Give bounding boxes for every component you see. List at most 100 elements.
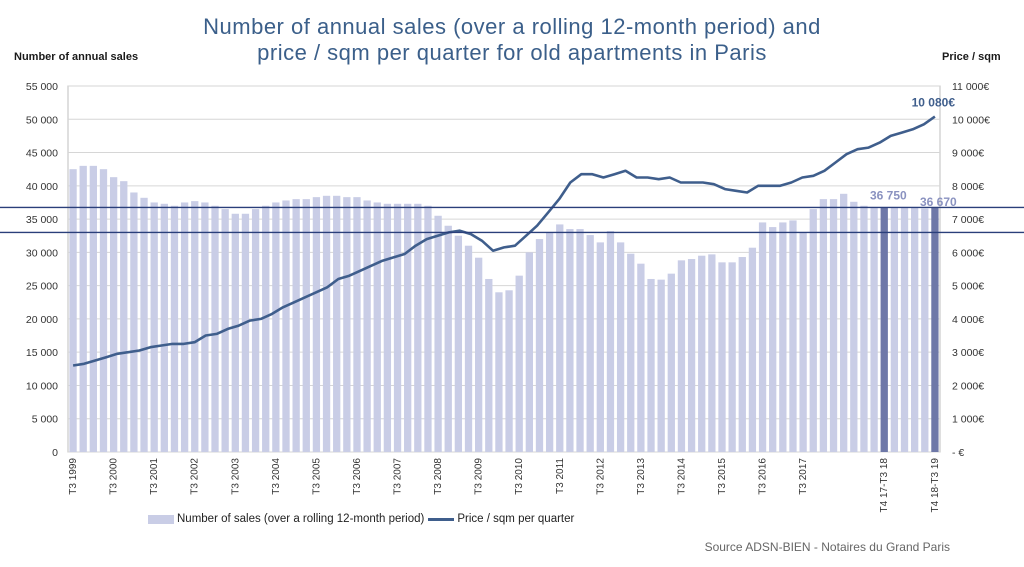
bar	[251, 209, 260, 452]
x-tick-label: T3 2009	[474, 458, 485, 495]
bar	[89, 165, 97, 452]
bar	[809, 209, 817, 452]
y-tick-label-right: - €	[952, 447, 964, 459]
legend-label-price: Price / sqm per quarter	[457, 513, 575, 525]
x-tick-label: T3 2000	[109, 458, 120, 495]
bar	[596, 242, 604, 452]
x-tick-label: T3 2002	[190, 458, 201, 495]
bar	[708, 254, 716, 452]
y-tick-label-left: 50 000	[26, 114, 58, 126]
legend-line-swatch	[428, 517, 455, 521]
y-axis-left-title: Number of annual sales	[14, 51, 139, 63]
bar	[576, 229, 584, 452]
y-tick-label-left: 40 000	[26, 181, 58, 193]
y-tick-label-right: 1 000€	[952, 414, 984, 426]
bar	[109, 177, 118, 452]
bar	[191, 201, 199, 452]
y-tick-label-right: 5 000€	[952, 281, 984, 293]
bar	[728, 262, 736, 452]
x-tick-label: T3 2005	[311, 458, 322, 495]
bar	[363, 200, 371, 452]
x-tick-label: T4 18-T3 19	[930, 458, 941, 513]
chart-title-line-1: Number of annual sales (over a rolling 1…	[203, 14, 821, 39]
bar	[180, 202, 189, 452]
y-axis-right-title: Price / sqm	[942, 51, 1001, 63]
bar	[99, 169, 108, 452]
bar	[414, 203, 422, 452]
x-tick-label: T3 2008	[433, 458, 444, 495]
bar	[262, 205, 270, 452]
chart-title-line-2: price / sqm per quarter for old apartmen…	[257, 40, 767, 65]
x-tick-label: T3 2006	[352, 458, 363, 495]
data-label-sales-2018: 36 750	[870, 188, 907, 202]
bar	[211, 205, 219, 452]
bar	[525, 252, 533, 452]
bar	[606, 231, 615, 452]
highlight-bar	[880, 207, 888, 452]
bar	[322, 195, 331, 453]
y-tick-label-left: 15 000	[26, 347, 58, 359]
bar	[698, 255, 706, 452]
legend-bar-swatch	[148, 514, 174, 524]
bar	[829, 199, 838, 452]
bar	[657, 279, 665, 452]
bar	[485, 278, 493, 452]
bar	[130, 192, 138, 453]
bar	[819, 199, 828, 452]
x-tick-label: T3 2017	[798, 458, 809, 495]
bar	[758, 222, 767, 452]
y-tick-label-right: 8 000€	[952, 181, 984, 193]
x-tick-label: T3 2004	[271, 458, 282, 495]
bar	[343, 197, 351, 452]
x-tick-label: T3 2013	[636, 458, 647, 495]
bar	[566, 229, 574, 452]
x-tick-label: T3 2001	[149, 458, 160, 495]
y-tick-label-right: 9 000€	[952, 148, 984, 160]
bar	[140, 197, 148, 452]
bar	[282, 200, 290, 452]
price-line	[72, 115, 936, 367]
bar	[383, 203, 392, 452]
bar	[738, 257, 746, 452]
data-label-sales-2019: 36 670	[920, 195, 957, 209]
bar	[292, 199, 300, 452]
y-tick-label-left: 10 000	[26, 380, 58, 392]
bar	[444, 225, 452, 452]
bar	[769, 227, 777, 452]
y-tick-label-right: 4 000€	[952, 314, 984, 326]
y-tick-label-left: 5 000	[32, 414, 58, 426]
bar	[850, 201, 858, 452]
bar	[475, 257, 483, 452]
y-tick-label-left: 35 000	[26, 214, 58, 226]
x-tick-label: T3 2016	[758, 458, 769, 495]
y-tick-label-right: 11 000€	[952, 81, 989, 93]
source-note: Source ADSN-BIEN - Notaires du Grand Par…	[704, 540, 950, 554]
legend-label-sales: Number of sales (over a rolling 12-month…	[177, 513, 425, 525]
bar	[870, 207, 878, 452]
bar	[677, 260, 686, 452]
x-tick-label: T3 2010	[514, 458, 525, 495]
x-tick-label: T3 1999	[68, 458, 79, 495]
y-tick-label-left: 20 000	[26, 314, 58, 326]
bar	[799, 232, 807, 452]
x-tick-label: T3 2015	[717, 458, 728, 495]
y-tick-label-left: 30 000	[26, 247, 58, 259]
legend-item-price: Price / sqm per quarter	[428, 513, 574, 525]
y-tick-label-right: 2 000€	[952, 380, 984, 392]
bar	[434, 215, 442, 452]
bar	[748, 247, 757, 452]
y-tick-label-right: 3 000€	[952, 347, 984, 359]
bar	[120, 181, 128, 452]
bar	[69, 169, 77, 452]
bar	[201, 202, 209, 452]
bar	[150, 202, 158, 452]
y-tick-label-right: 6 000€	[952, 247, 984, 259]
bar	[840, 193, 848, 452]
bar	[515, 275, 523, 452]
bar	[535, 239, 544, 452]
highlight-bar	[931, 207, 939, 452]
x-tick-label: T3 2011	[555, 458, 566, 494]
y-tick-label-right: 7 000€	[952, 214, 984, 226]
x-tick-label: T3 2007	[393, 458, 404, 495]
bar	[505, 290, 513, 452]
